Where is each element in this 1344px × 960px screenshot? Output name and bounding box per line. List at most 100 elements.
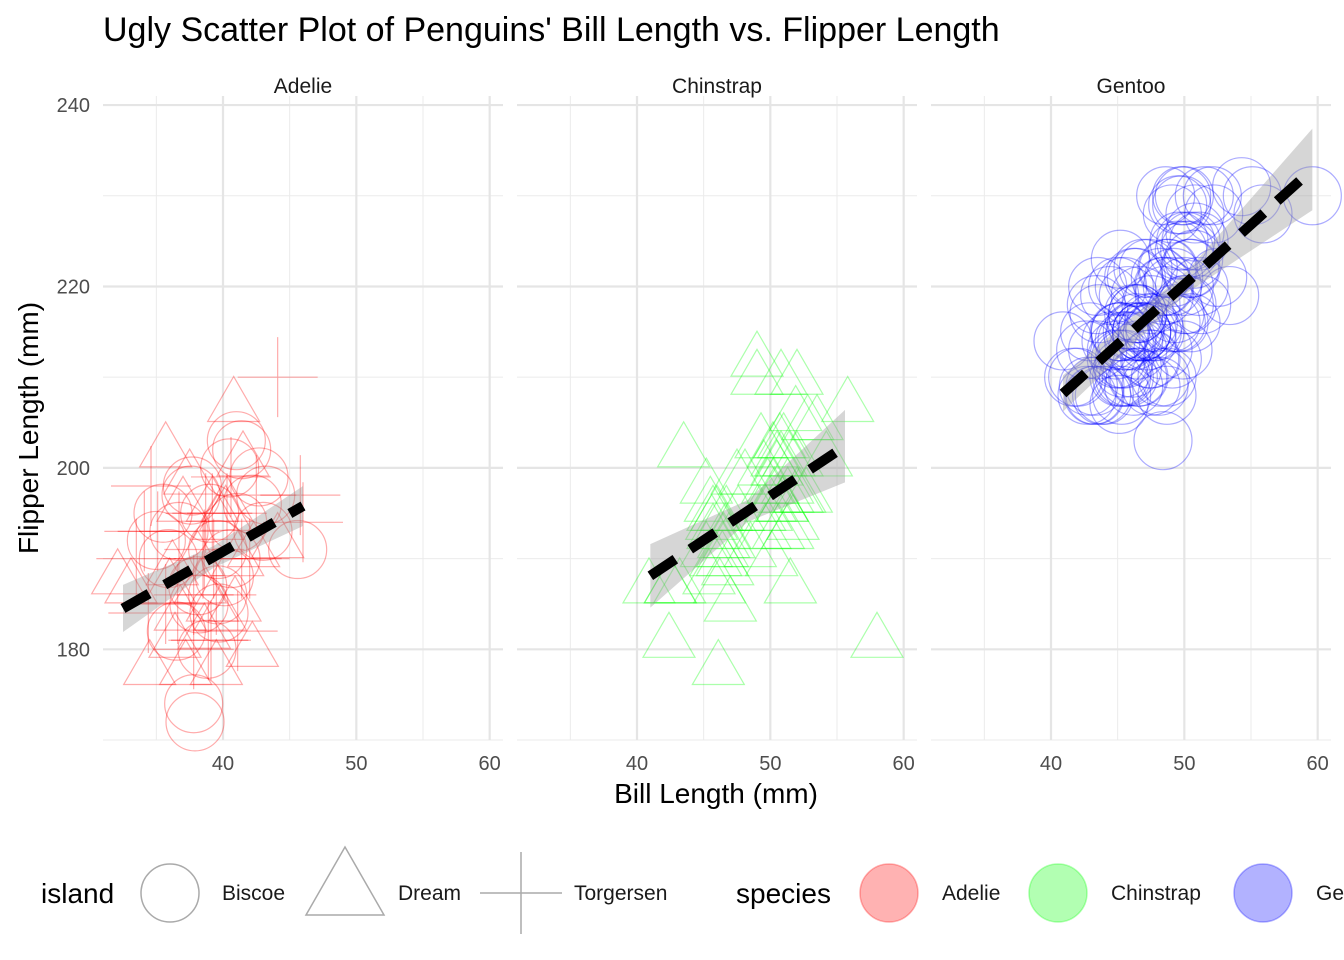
- data-point-circle: [161, 465, 221, 525]
- data-point-plus: [172, 473, 253, 554]
- data-point-circle: [1138, 238, 1198, 298]
- data-point-triangle: [760, 456, 815, 504]
- data-point-plus: [153, 554, 234, 635]
- data-point-circle: [1033, 311, 1093, 371]
- data-point-triangle: [752, 411, 807, 459]
- data-point-triangle: [736, 438, 791, 486]
- data-point-circle: [1121, 356, 1181, 416]
- legend-key-chinstrap: Chinstrap: [1028, 863, 1201, 923]
- data-point-circle: [1153, 320, 1213, 380]
- data-point-circle: [1109, 347, 1169, 407]
- data-point-circle: [1154, 166, 1214, 226]
- data-point-circle: [1160, 238, 1220, 298]
- data-point-triangle: [189, 638, 244, 686]
- data-point-circle: [1092, 347, 1152, 407]
- data-point-triangle: [695, 529, 750, 577]
- data-point-triangle: [226, 520, 281, 568]
- data-point-circle: [189, 583, 249, 643]
- data-point-circle: [201, 528, 261, 589]
- facet-strip-label: Chinstrap: [672, 75, 762, 98]
- data-point-circle: [188, 519, 248, 580]
- data-point-circle: [1161, 293, 1221, 353]
- data-point-triangle: [177, 602, 232, 649]
- data-point-circle: [180, 483, 240, 543]
- legend-key-dream: Dream: [304, 845, 461, 916]
- data-point-triangle: [142, 556, 197, 604]
- data-point-triangle: [207, 574, 263, 622]
- data-point-circle: [1125, 302, 1185, 362]
- data-point-plus: [263, 482, 343, 563]
- legend-key-biscoe: Biscoe: [140, 863, 285, 923]
- data-point-triangle: [225, 620, 280, 667]
- data-point-triangle: [652, 556, 707, 604]
- data-point-circle: [1098, 347, 1158, 407]
- x-tick-label: 50: [1173, 753, 1195, 775]
- data-point-circle: [1066, 275, 1126, 335]
- data-point-triangle: [138, 420, 193, 468]
- data-point-triangle: [799, 429, 854, 477]
- data-point-circle: [1080, 265, 1140, 326]
- data-point-circle: [1165, 202, 1225, 262]
- legend-key-gentoo: Gentoo: [1233, 863, 1344, 923]
- data-point-triangle: [820, 375, 875, 423]
- data-point-circle: [1144, 247, 1204, 308]
- data-point-triangle: [760, 502, 815, 550]
- data-point-circle: [1118, 238, 1178, 298]
- data-point-circle: [1137, 347, 1197, 407]
- data-point-triangle: [749, 429, 805, 477]
- data-point-circle: [1121, 275, 1181, 335]
- data-point-circle: [1060, 302, 1120, 362]
- data-point-circle: [1142, 329, 1202, 389]
- data-point-circle: [146, 601, 206, 661]
- data-point-triangle: [689, 484, 745, 531]
- legend-title-species: species: [736, 878, 831, 909]
- data-point-circle: [1121, 329, 1181, 389]
- facet-panel-chinstrap: Chinstrap 40 50 60: [517, 75, 917, 775]
- data-point-circle: [1137, 365, 1197, 425]
- data-point-circle: [1182, 166, 1242, 226]
- x-axis-label: Bill Length (mm): [614, 778, 818, 809]
- legend-label: Chinstrap: [1111, 882, 1201, 905]
- data-point-circle: [1129, 356, 1189, 416]
- data-point-circle: [1108, 284, 1168, 344]
- data-point-triangle: [185, 475, 240, 522]
- data-point-circle: [1044, 347, 1104, 407]
- data-point-circle: [1102, 338, 1162, 398]
- y-tick-label: 200: [57, 458, 90, 480]
- legend-title-island: island: [41, 878, 114, 909]
- data-point-circle: [1086, 329, 1146, 389]
- data-point-circle: [165, 692, 225, 752]
- x-tick-label: 50: [759, 753, 781, 775]
- data-point-circle: [1148, 220, 1208, 280]
- data-point-circle: [1112, 302, 1172, 362]
- data-point-circle: [1090, 302, 1150, 362]
- data-point-circle: [1102, 302, 1162, 362]
- data-point-circle: [1058, 356, 1118, 416]
- data-point-circle: [206, 411, 266, 471]
- chart-title: Ugly Scatter Plot of Penguins' Bill Leng…: [103, 11, 1000, 49]
- data-point-plus: [153, 609, 234, 690]
- data-point-circle: [1134, 256, 1194, 317]
- data-point-triangle: [185, 574, 240, 622]
- data-point-triangle: [215, 429, 271, 477]
- data-point-circle: [1081, 311, 1141, 371]
- data-point-circle: [1093, 338, 1153, 398]
- trend-line: [120, 501, 306, 613]
- data-point-triangle: [699, 484, 754, 531]
- data-point-circle: [1233, 184, 1293, 244]
- data-point-plus: [104, 491, 185, 572]
- data-point-circle: [1089, 302, 1149, 362]
- data-point-circle: [1118, 293, 1178, 353]
- data-point-circle: [1174, 166, 1234, 226]
- data-point-circle: [1088, 256, 1148, 317]
- data-point-triangle: [849, 611, 905, 658]
- data-point-circle: [1104, 247, 1164, 308]
- data-point-triangle: [780, 393, 835, 441]
- data-point-circle: [1133, 320, 1193, 380]
- data-point-circle: [1094, 311, 1154, 371]
- data-point-plus: [108, 573, 189, 654]
- data-point-circle: [1136, 166, 1196, 226]
- data-point-circle: [268, 519, 328, 580]
